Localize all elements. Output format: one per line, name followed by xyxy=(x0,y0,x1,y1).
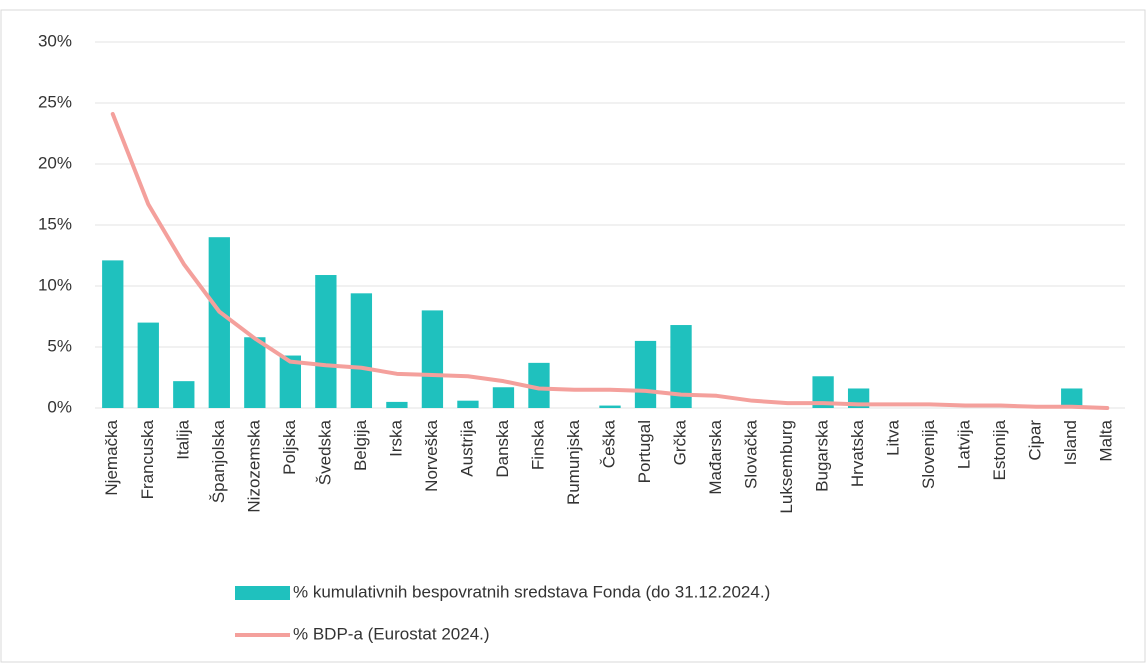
bar xyxy=(492,387,515,408)
x-tick-label: Belgija xyxy=(351,419,370,471)
bar xyxy=(173,381,195,408)
y-tick-label: 30% xyxy=(38,31,72,50)
x-tick-label: Italija xyxy=(173,419,192,459)
x-tick-label: Slovačka xyxy=(742,419,761,489)
bar xyxy=(208,237,230,408)
bar xyxy=(102,260,124,408)
x-tick-label: Mađarska xyxy=(706,419,725,494)
x-tick-label: Švedska xyxy=(315,419,334,485)
x-tick-label: Norveška xyxy=(422,419,441,491)
x-tick-label: Estonija xyxy=(990,419,1009,480)
x-tick-label: Grčka xyxy=(671,419,690,465)
legend-label: % kumulativnih bespovratnih sredstava Fo… xyxy=(293,582,770,601)
x-tick-label: Litva xyxy=(884,419,903,455)
y-tick-label: 10% xyxy=(38,275,72,294)
legend-swatch xyxy=(235,586,290,600)
x-tick-label: Francuska xyxy=(138,419,157,499)
bar xyxy=(634,340,657,408)
x-tick-label: Austrija xyxy=(457,419,476,476)
y-tick-label: 20% xyxy=(38,153,72,172)
bar xyxy=(457,400,479,408)
bar xyxy=(1061,388,1083,408)
bar xyxy=(599,405,621,408)
bar xyxy=(315,275,337,408)
line xyxy=(110,111,1110,410)
chart-frame xyxy=(0,9,1146,663)
bar xyxy=(137,322,159,408)
y-tick-label: 0% xyxy=(47,397,72,416)
x-tick-label: Češka xyxy=(599,419,618,468)
bar xyxy=(528,362,550,408)
bar xyxy=(244,337,266,408)
y-tick-label: 25% xyxy=(38,92,72,111)
legend-label: % BDP-a (Eurostat 2024.) xyxy=(293,624,490,643)
x-tick-label: Španjolska xyxy=(209,419,228,503)
x-tick-label: Slovenija xyxy=(919,419,938,489)
bar xyxy=(812,376,834,408)
x-tick-label: Danska xyxy=(493,419,512,477)
x-tick-label: Cipar xyxy=(1026,420,1045,461)
x-tick-label: Nizozemska xyxy=(244,419,263,512)
bar xyxy=(279,355,301,408)
x-tick-label: Poljska xyxy=(280,419,299,474)
bar xyxy=(386,401,408,408)
x-tick-label: Irska xyxy=(386,419,405,456)
bar xyxy=(670,325,692,408)
x-tick-label: Njemačka xyxy=(102,419,121,495)
y-tick-label: 15% xyxy=(38,214,72,233)
y-tick-label: 5% xyxy=(47,336,72,355)
x-tick-label: Luksemburg xyxy=(777,420,796,514)
x-tick-label: Bugarska xyxy=(813,419,832,491)
x-tick-label: Island xyxy=(1061,420,1080,465)
x-tick-label: Hrvatska xyxy=(848,419,867,487)
bar xyxy=(350,293,373,408)
x-tick-label: Finska xyxy=(528,419,547,470)
x-tick-label: Portugal xyxy=(635,420,654,483)
x-tick-label: Rumunjska xyxy=(564,419,583,505)
bar xyxy=(421,310,444,408)
x-tick-label: Malta xyxy=(1097,419,1116,461)
x-tick-label: Latvija xyxy=(955,419,974,469)
